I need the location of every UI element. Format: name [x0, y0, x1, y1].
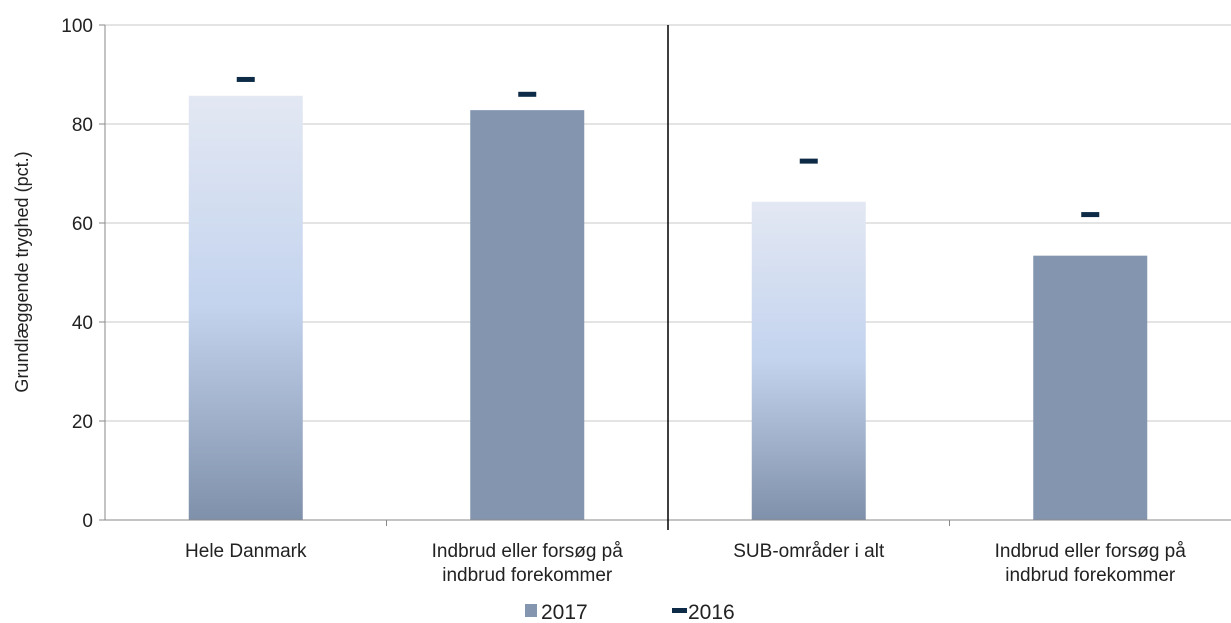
y-tick-label: 60	[72, 214, 93, 235]
legend-label-2017: 2017	[541, 601, 588, 623]
x-category-label: SUB-områder i alt	[733, 541, 885, 562]
bar-2017	[470, 110, 585, 520]
bars	[188, 95, 1148, 521]
legend-swatch-2017	[525, 604, 537, 617]
axes	[99, 24, 1231, 530]
x-category-label: indbrud forekommer	[1005, 565, 1176, 586]
x-category-label: indbrud forekommer	[442, 565, 613, 586]
y-tick-label: 80	[72, 115, 93, 136]
legend: 2017 2016	[525, 601, 735, 623]
marker-2016	[1081, 212, 1100, 218]
x-category-labels: Hele Danmark Indbrud eller forsøg på indbr…	[185, 541, 1186, 586]
y-tick-labels: 0 20 40 60 80 100	[61, 16, 93, 532]
legend-swatch-2016	[672, 608, 687, 613]
y-tick-label: 100	[61, 16, 93, 37]
bar-2017	[1033, 255, 1148, 521]
marker-2016	[518, 91, 537, 97]
x-category-label: Indbrud eller forsøg på	[432, 541, 624, 562]
y-axis-label: Grundlæggende tryghed (pct.)	[12, 151, 32, 392]
y-tick-label: 20	[72, 412, 93, 433]
marker-2016	[799, 158, 818, 164]
y-tick-label: 40	[72, 313, 93, 334]
markers-2016	[236, 76, 1100, 218]
bar-2017	[751, 201, 866, 520]
marker-2016	[236, 76, 255, 82]
y-tick-label: 0	[82, 511, 93, 532]
x-category-label: Indbrud eller forsøg på	[995, 541, 1187, 562]
x-category-label: Hele Danmark	[185, 541, 307, 562]
bar-2017	[188, 95, 303, 520]
legend-label-2016: 2016	[688, 601, 735, 623]
